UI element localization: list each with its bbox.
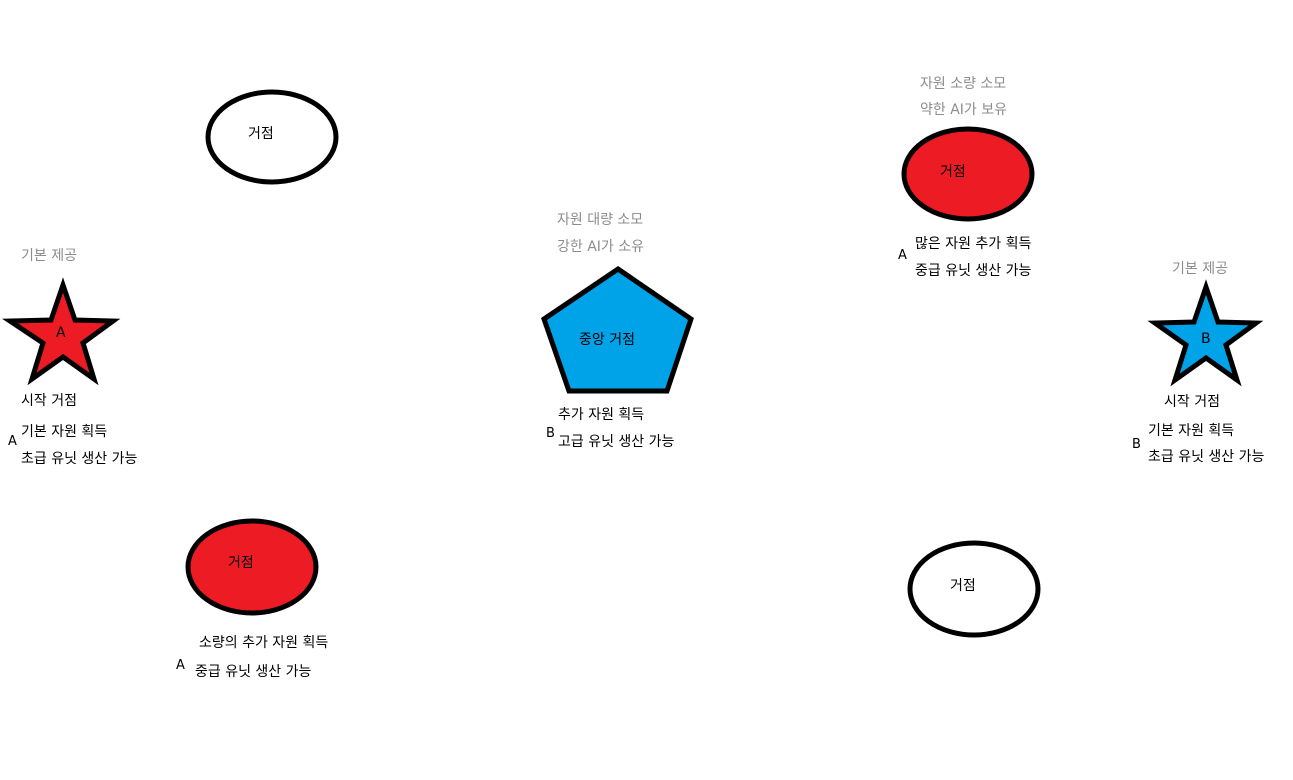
top-right-desc-1: 많은 자원 추가 획득 bbox=[915, 236, 1032, 252]
center-owner: B bbox=[546, 426, 555, 441]
top-left-ellipse-label: 거점 bbox=[248, 126, 274, 142]
right-star bbox=[1147, 279, 1264, 387]
bottom-left-ellipse-label: 거점 bbox=[228, 555, 254, 571]
right-star-desc-1: 기본 자원 획득 bbox=[1148, 423, 1235, 439]
left-star-desc-2: 초급 유닛 생산 가능 bbox=[21, 451, 138, 467]
top-right-ellipse bbox=[901, 126, 1035, 222]
right-star-note: 기본 제공 bbox=[1172, 261, 1228, 277]
bottom-right-ellipse bbox=[907, 540, 1041, 638]
bottom-left-owner: A bbox=[176, 658, 185, 673]
right-star-label: B bbox=[1201, 331, 1211, 347]
center-pentagon bbox=[541, 265, 694, 394]
bottom-right-ellipse-label: 거점 bbox=[950, 578, 976, 594]
left-star-note: 기본 제공 bbox=[21, 248, 77, 264]
left-star-label: A bbox=[56, 325, 66, 341]
top-right-ellipse-label: 거점 bbox=[940, 164, 966, 180]
center-pentagon-label: 중앙 거점 bbox=[579, 332, 635, 348]
right-star-desc-2: 초급 유닛 생산 가능 bbox=[1148, 449, 1265, 465]
bottom-left-desc-2: 중급 유닛 생산 가능 bbox=[195, 664, 312, 680]
top-right-note-2: 약한 AI가 보유 bbox=[920, 102, 1008, 118]
center-note-2: 강한 AI가 소유 bbox=[557, 239, 645, 255]
top-right-owner: A bbox=[898, 248, 907, 263]
left-star-title: 시작 거점 bbox=[21, 393, 77, 409]
right-star-title: 시작 거점 bbox=[1164, 394, 1220, 410]
center-desc-1: 추가 자원 획득 bbox=[558, 407, 645, 423]
center-note-1: 자원 대량 소모 bbox=[557, 212, 644, 228]
top-right-desc-2: 중급 유닛 생산 가능 bbox=[915, 263, 1032, 279]
left-star-owner: A bbox=[8, 434, 17, 449]
center-desc-2: 고급 유닛 생산 가능 bbox=[558, 434, 675, 450]
left-star bbox=[2, 277, 121, 386]
bottom-left-desc-1: 소량의 추가 자원 획득 bbox=[199, 635, 329, 651]
right-star-owner: B bbox=[1132, 437, 1141, 452]
top-left-ellipse bbox=[205, 89, 339, 185]
left-star-desc-1: 기본 자원 획득 bbox=[21, 424, 108, 440]
top-right-note-1: 자원 소량 소모 bbox=[920, 76, 1007, 92]
bottom-left-ellipse bbox=[185, 518, 319, 616]
